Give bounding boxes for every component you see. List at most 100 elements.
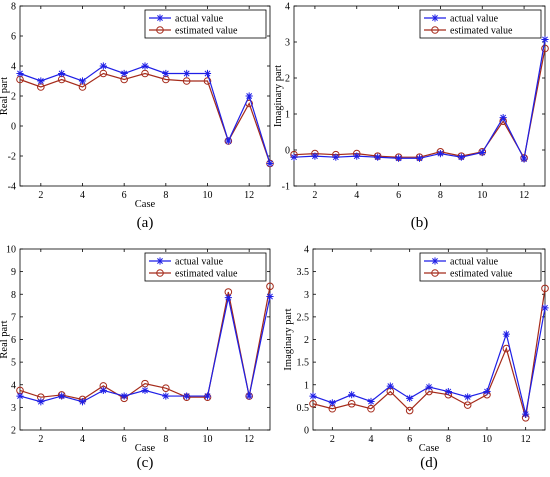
actual-data-point-shape <box>141 62 149 70</box>
estimated-data-point <box>182 77 191 85</box>
legend-marker-shape <box>431 14 439 22</box>
actual-data-point-shape <box>290 153 298 161</box>
estimated-data-point <box>541 44 549 53</box>
actual-data-point-shape <box>37 77 45 85</box>
x-tick-label: 2 <box>38 190 43 201</box>
x-axis-label: Case <box>135 443 156 454</box>
actual-data-point <box>502 330 510 338</box>
actual-data-point <box>16 69 24 78</box>
actual-data-point-shape <box>541 35 549 44</box>
actual-data-point <box>78 398 87 406</box>
actual-data-point <box>415 154 424 162</box>
legend-entry: estimated value <box>175 269 238 280</box>
actual-data-point <box>386 382 394 390</box>
x-tick-label: 4 <box>80 190 85 201</box>
actual-data-point <box>309 392 317 400</box>
actual-data-point-shape <box>309 392 317 400</box>
actual-data-point <box>120 69 128 78</box>
actual-data-point-shape <box>464 393 472 401</box>
actual-data-point-shape <box>332 153 340 161</box>
legend-entry: actual value <box>450 257 499 268</box>
x-tick-label: 10 <box>203 190 213 201</box>
actual-data-point <box>374 153 382 161</box>
actual-data-point-shape <box>162 69 170 78</box>
actual-data-point-shape <box>520 155 528 163</box>
panel-label: (d) <box>420 455 438 471</box>
legend-marker <box>431 257 439 265</box>
estimated-data-point <box>162 384 170 392</box>
chart-panel-3: 2 4 6 8 10 12 2 3 4 5 6 7 8 9 10 Case Real part actual va… <box>0 245 274 471</box>
actual-data-point <box>203 392 212 400</box>
actual-data-point-shape <box>415 154 424 162</box>
chart-panel-1: 2 4 6 8 10 12 -4 -2 0 2 4 6 8 Case Real part actual val… <box>0 2 274 231</box>
legend-box <box>419 9 542 39</box>
panel-label: (c) <box>137 455 154 471</box>
y-tick-label: 0 <box>285 146 290 157</box>
actual-data-point <box>520 155 528 163</box>
x-tick-label: 6 <box>122 190 127 201</box>
actual-data-point-shape <box>457 153 465 161</box>
y-tick-label: 9 <box>11 267 16 278</box>
x-tick-label: 8 <box>163 190 168 201</box>
x-axis-label: Case <box>419 443 440 454</box>
actual-data-point <box>266 159 274 168</box>
actual-data-point-shape <box>58 69 66 78</box>
actual-data-point <box>58 392 66 400</box>
x-tick-label: 4 <box>369 434 374 445</box>
legend-entry: actual value <box>175 14 224 25</box>
legend-entry: actual value <box>450 14 499 25</box>
actual-data-point-shape <box>203 69 212 78</box>
y-tick-label: 2 <box>285 74 290 85</box>
actual-data-point-shape <box>58 392 66 400</box>
legend-marker-shape <box>156 257 164 265</box>
actual-data-point <box>406 394 414 402</box>
legend-entry: estimated value <box>175 26 238 37</box>
actual-data-point <box>353 152 361 160</box>
y-tick-label: -1 <box>282 182 290 193</box>
actual-data-point-shape <box>245 92 253 100</box>
y-tick-label: 0 <box>11 122 16 133</box>
estimated-data-point <box>405 406 414 415</box>
y-tick-label: 0 <box>304 426 309 437</box>
y-tick-label: 6 <box>11 32 16 43</box>
actual-data-point-shape <box>203 392 212 400</box>
y-tick-label: 2 <box>304 335 309 346</box>
actual-data-point-shape <box>224 137 232 145</box>
y-tick-label: 3 <box>11 403 16 414</box>
actual-data-point-shape <box>120 392 128 400</box>
y-tick-label: 5 <box>11 358 16 369</box>
panel-label: (a) <box>137 215 154 231</box>
actual-data-point-shape <box>224 294 232 302</box>
y-tick-label: 2.5 <box>297 312 310 323</box>
actual-data-point <box>541 304 549 312</box>
y-tick-label: 7 <box>11 312 16 323</box>
actual-data-point <box>457 153 465 161</box>
actual-data-point-shape <box>478 148 486 157</box>
actual-data-point <box>16 392 24 400</box>
actual-data-point <box>425 383 433 391</box>
x-tick-label: 2 <box>330 434 335 445</box>
actual-data-point <box>99 386 107 395</box>
actual-data-point <box>436 150 445 158</box>
x-tick-label: 10 <box>477 190 487 201</box>
actual-data-point <box>99 62 107 70</box>
y-tick-label: 1 <box>304 380 309 391</box>
actual-data-point <box>141 62 149 70</box>
legend-marker <box>431 269 439 277</box>
y-tick-label: 6 <box>11 335 16 346</box>
y-tick-label: 3 <box>285 38 290 49</box>
y-axis-label: Real part <box>0 320 10 358</box>
actual-data-point <box>245 92 253 100</box>
x-tick-label: 12 <box>521 434 531 445</box>
actual-data-point <box>78 77 87 85</box>
actual-data-point <box>224 137 232 145</box>
actual-data-point <box>162 69 170 78</box>
y-tick-label: 1 <box>285 110 290 121</box>
y-tick-label: 8 <box>11 290 16 301</box>
actual-data-point-shape <box>541 304 549 312</box>
x-tick-label: 6 <box>122 434 127 445</box>
actual-data-point-shape <box>78 398 87 406</box>
